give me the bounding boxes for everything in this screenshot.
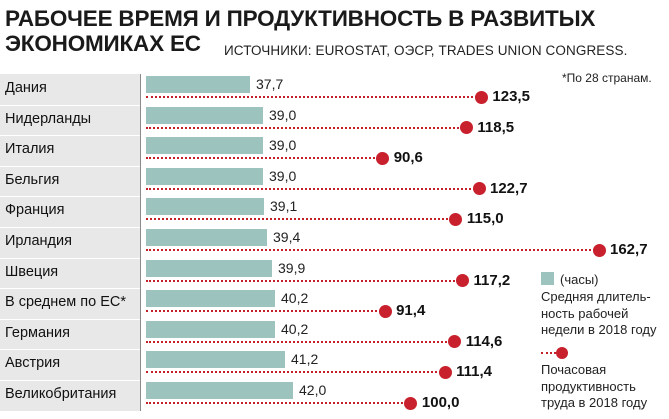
hours-value-label: 39,0	[269, 167, 297, 184]
legend-productivity-description: Почасовая продуктивность труда в 2018 го…	[541, 362, 669, 412]
category-label: Ирландия	[5, 233, 72, 249]
productivity-value-label: 118,5	[477, 118, 515, 136]
axis-line	[140, 74, 141, 411]
hours-value-label: 39,1	[270, 198, 298, 215]
productivity-marker	[459, 121, 473, 135]
row-separator	[0, 196, 140, 198]
productivity-value-label: 90,6	[393, 149, 423, 167]
productivity-value-label: 100,0	[421, 394, 460, 411]
productivity-value-label: 162,7	[610, 241, 648, 258]
source-note: ИСТОЧНИКИ: EUROSTAT, ОЭСР, TRADES UNION …	[224, 43, 628, 58]
productivity-value-label: 111,4	[456, 363, 492, 381]
hours-value-label: 41,2	[291, 351, 319, 368]
productivity-dotline	[146, 279, 463, 282]
category-label: Италия	[5, 141, 55, 158]
productivity-marker	[449, 212, 463, 226]
legend-hours-line-1: Средняя длитель-	[541, 289, 651, 304]
row-separator	[0, 349, 140, 351]
productivity-marker	[378, 304, 392, 318]
hours-value-label: 39,9	[278, 259, 306, 276]
productivity-value-label: 91,4	[396, 302, 426, 320]
productivity-marker	[456, 274, 469, 288]
legend-hours-swatch	[541, 272, 554, 285]
productivity-dotline	[146, 218, 456, 221]
category-label: Германия	[5, 324, 71, 341]
productivity-dotline	[146, 96, 482, 98]
hours-value-label: 42,0	[299, 382, 327, 398]
productivity-marker	[376, 151, 390, 165]
hours-bar	[146, 106, 263, 124]
hours-bar	[146, 137, 263, 155]
legend-productivity-dotline	[541, 352, 556, 354]
hours-value-label: 39,4	[273, 229, 301, 245]
hours-bar	[146, 320, 275, 338]
row-separator	[0, 380, 140, 381]
footnote: *По 28 странам.	[562, 71, 652, 85]
row-separator	[0, 135, 140, 137]
hours-bar	[146, 167, 263, 185]
productivity-value-label: 114,6	[465, 332, 503, 350]
category-label: Австрия	[5, 355, 61, 372]
category-label: В среднем по ЕС*	[5, 294, 127, 311]
row-separator	[0, 318, 140, 320]
productivity-marker	[592, 243, 606, 257]
productivity-marker	[472, 182, 486, 196]
productivity-marker	[474, 90, 488, 104]
category-label: Нидерланды	[5, 110, 92, 127]
productivity-marker	[404, 396, 418, 410]
hours-value-label: 40,2	[281, 320, 309, 337]
hours-bar	[146, 259, 272, 277]
chart-title: РАБОЧЕЕ ВРЕМЯ И ПРОДУКТИВНОСТЬ В РАЗВИТЫ…	[5, 6, 595, 56]
productivity-value-label: 123,5	[492, 88, 530, 105]
row-separator	[0, 288, 140, 290]
hours-bar	[146, 76, 250, 93]
productivity-dotline	[146, 249, 599, 251]
productivity-value-label: 122,7	[490, 179, 528, 197]
category-label-column	[0, 74, 140, 411]
hours-value-label: 40,2	[281, 290, 309, 307]
hours-bar	[146, 229, 267, 246]
productivity-dotline	[146, 371, 446, 374]
row-separator	[0, 227, 140, 228]
hours-bar	[146, 382, 293, 399]
row-separator	[0, 165, 140, 167]
productivity-value-label: 115,0	[466, 210, 504, 228]
legend-hours-description: Средняя длитель- ность рабочей недели в …	[541, 289, 669, 339]
hours-value-label: 37,7	[256, 76, 284, 92]
hours-value-label: 39,0	[269, 106, 297, 123]
productivity-marker	[438, 365, 452, 379]
row-separator	[0, 104, 140, 106]
legend-productivity-line-3: труда в 2018 году	[541, 395, 648, 410]
chart-title-line-2: ЭКОНОМИКАХ ЕС	[5, 31, 201, 56]
productivity-dotline	[146, 340, 455, 343]
productivity-dotline	[146, 187, 479, 190]
legend-productivity-marker	[556, 347, 568, 359]
productivity-dotline	[146, 402, 411, 404]
hours-bar	[146, 290, 275, 308]
legend-hours-line-2: ность рабочей	[541, 305, 629, 321]
legend-productivity-line-1: Почасовая	[541, 362, 607, 377]
productivity-dotline	[146, 157, 383, 160]
productivity-marker	[448, 335, 462, 349]
legend-productivity-line-2: продуктивность	[541, 378, 636, 394]
category-label: Франция	[5, 202, 65, 219]
category-label: Швеция	[5, 263, 59, 280]
hours-value-label: 39,0	[269, 137, 297, 154]
category-label: Дания	[5, 80, 47, 96]
productivity-dotline	[146, 126, 467, 129]
chart-title-line-1: РАБОЧЕЕ ВРЕМЯ И ПРОДУКТИВНОСТЬ В РАЗВИТЫ…	[5, 6, 596, 31]
productivity-value-label: 117,2	[473, 271, 511, 289]
legend-hours-line-3: недели в 2018 году	[541, 322, 657, 337]
category-label: Великобритания	[5, 386, 117, 402]
legend-hours-unit: (часы)	[560, 272, 599, 287]
productivity-dotline	[146, 310, 386, 313]
hours-bar	[146, 198, 264, 216]
category-label: Бельгия	[5, 171, 60, 188]
hours-bar	[146, 351, 285, 369]
row-separator	[0, 257, 140, 259]
